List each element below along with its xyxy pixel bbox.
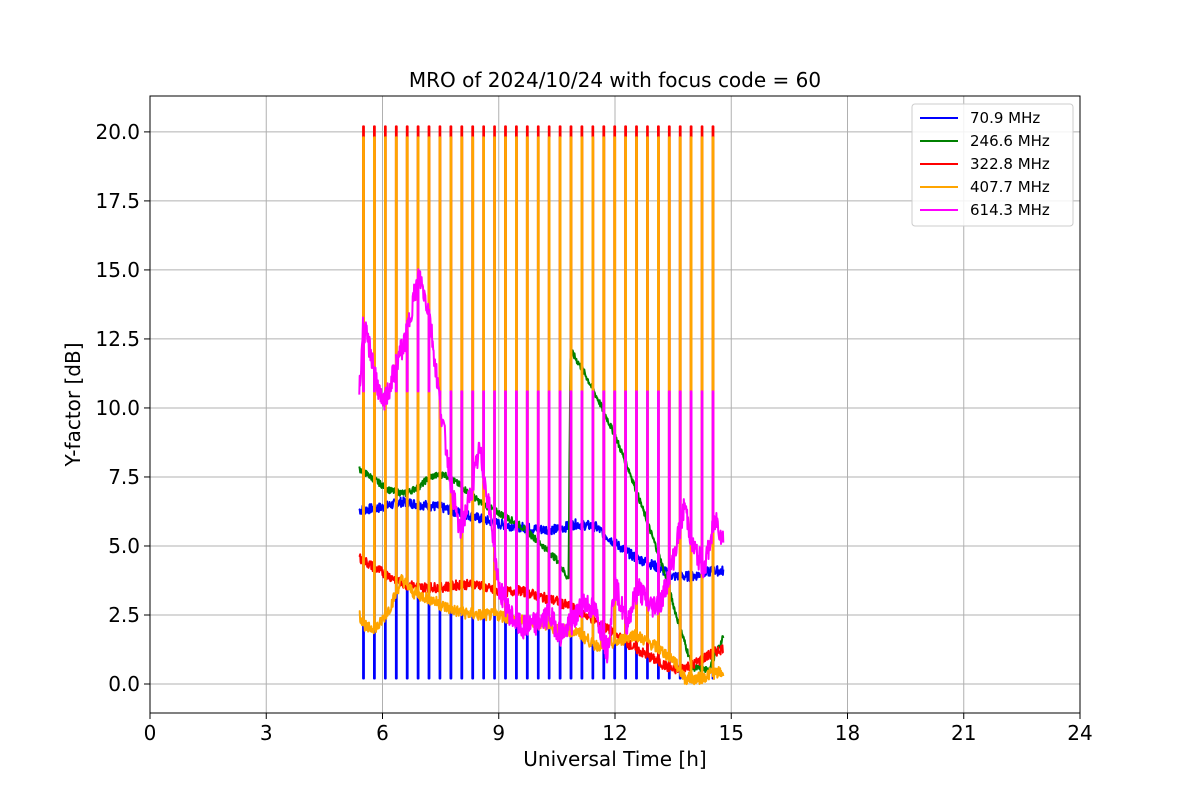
y-tick-label: 10.0 xyxy=(95,396,140,420)
x-tick-label: 15 xyxy=(719,721,744,745)
legend: 70.9 MHz 246.6 MHz 322.8 MHz 407.7 MHz 6… xyxy=(911,103,1074,227)
legend-label: 246.6 MHz xyxy=(970,132,1050,150)
x-tick-label: 3 xyxy=(260,721,273,745)
legend-label: 322.8 MHz xyxy=(970,155,1050,173)
axis-ticks: 0 3 6 9 12 15 18 21 24 0.0 2.5 5.0 7.5 10.0 12.5 15.0 17… xyxy=(95,120,1092,745)
y-axis-label: Y-factor [dB] xyxy=(61,342,85,467)
x-tick-label: 0 xyxy=(144,721,157,745)
x-tick-label: 12 xyxy=(602,721,627,745)
y-tick-label: 7.5 xyxy=(108,465,140,489)
x-tick-label: 18 xyxy=(835,721,860,745)
legend-label: 407.7 MHz xyxy=(970,178,1050,196)
legend-box xyxy=(911,103,1074,227)
chart-title: MRO of 2024/10/24 with focus code = 60 xyxy=(409,68,821,92)
y-tick-label: 5.0 xyxy=(108,534,140,558)
x-tick-label: 9 xyxy=(492,721,505,745)
y-tick-label: 0.0 xyxy=(108,672,140,696)
y-tick-label: 15.0 xyxy=(95,258,140,282)
x-tick-label: 21 xyxy=(951,721,976,745)
legend-label: 70.9 MHz xyxy=(970,109,1040,127)
legend-label: 614.3 MHz xyxy=(970,201,1050,219)
x-tick-label: 24 xyxy=(1067,721,1092,745)
series-line xyxy=(358,349,725,674)
x-axis-label: Universal Time [h] xyxy=(523,747,706,771)
y-tick-label: 20.0 xyxy=(95,120,140,144)
x-tick-label: 6 xyxy=(376,721,389,745)
plot-area xyxy=(358,125,725,686)
y-tick-label: 12.5 xyxy=(95,327,140,351)
series-line xyxy=(358,268,725,664)
y-tick-label: 17.5 xyxy=(95,189,140,213)
y-tick-label: 2.5 xyxy=(108,603,140,627)
